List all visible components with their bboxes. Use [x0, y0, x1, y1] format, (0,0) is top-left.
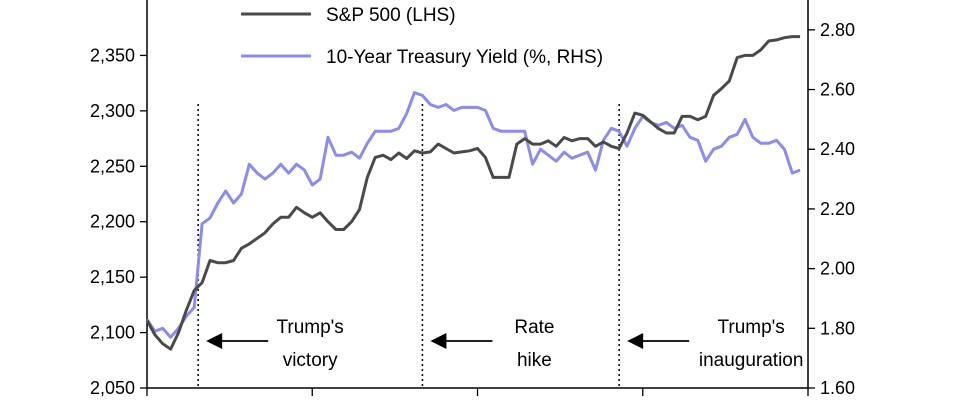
- series-line-treasury-yield: [145, 91, 801, 339]
- left-tick-label: 2,350: [90, 45, 135, 65]
- event-label: hike: [517, 350, 552, 371]
- event-markers: Trump's victory Rate hike Trump's inauguratio…: [197, 104, 804, 388]
- left-tick-label: 2,200: [90, 212, 135, 232]
- series-lines: [145, 35, 801, 351]
- legend-label: S&P 500 (LHS): [326, 5, 456, 26]
- event-label: inauguration: [699, 350, 804, 371]
- left-tick-label: 2,250: [90, 156, 135, 176]
- left-axis: 2,050 2,100 2,150 2,200 2,250 2,300 2,350: [90, 45, 147, 398]
- left-tick-label: 2,050: [90, 378, 135, 398]
- event-arrow-head: [627, 333, 644, 349]
- event-arrow-head: [206, 333, 223, 349]
- left-tick-label: 2,150: [90, 267, 135, 287]
- right-tick-label: 2.80: [820, 20, 855, 40]
- event-arrow-head: [430, 333, 447, 349]
- event-label: Rate: [514, 317, 554, 338]
- right-tick-label: 2.60: [820, 80, 855, 100]
- event-label: Trump's: [717, 317, 784, 338]
- right-tick-label: 2.20: [820, 199, 855, 219]
- right-tick-label: 1.60: [820, 378, 855, 398]
- right-axis: 1.60 1.80 2.00 2.20 2.40 2.60 2.80: [808, 20, 855, 398]
- legend-label: 10-Year Treasury Yield (%, RHS): [326, 47, 603, 68]
- event-label: Trump's: [276, 317, 343, 338]
- right-tick-label: 2.00: [820, 259, 855, 279]
- series-line-sp500: [145, 35, 801, 351]
- left-tick-label: 2,300: [90, 101, 135, 121]
- left-tick-label: 2,100: [90, 323, 135, 343]
- right-tick-label: 2.40: [820, 139, 855, 159]
- event-label: victory: [283, 350, 338, 371]
- legend: S&P 500 (LHS) 10-Year Treasury Yield (%, …: [241, 5, 603, 68]
- right-tick-label: 1.80: [820, 318, 855, 338]
- bottom-axis: [146, 388, 809, 396]
